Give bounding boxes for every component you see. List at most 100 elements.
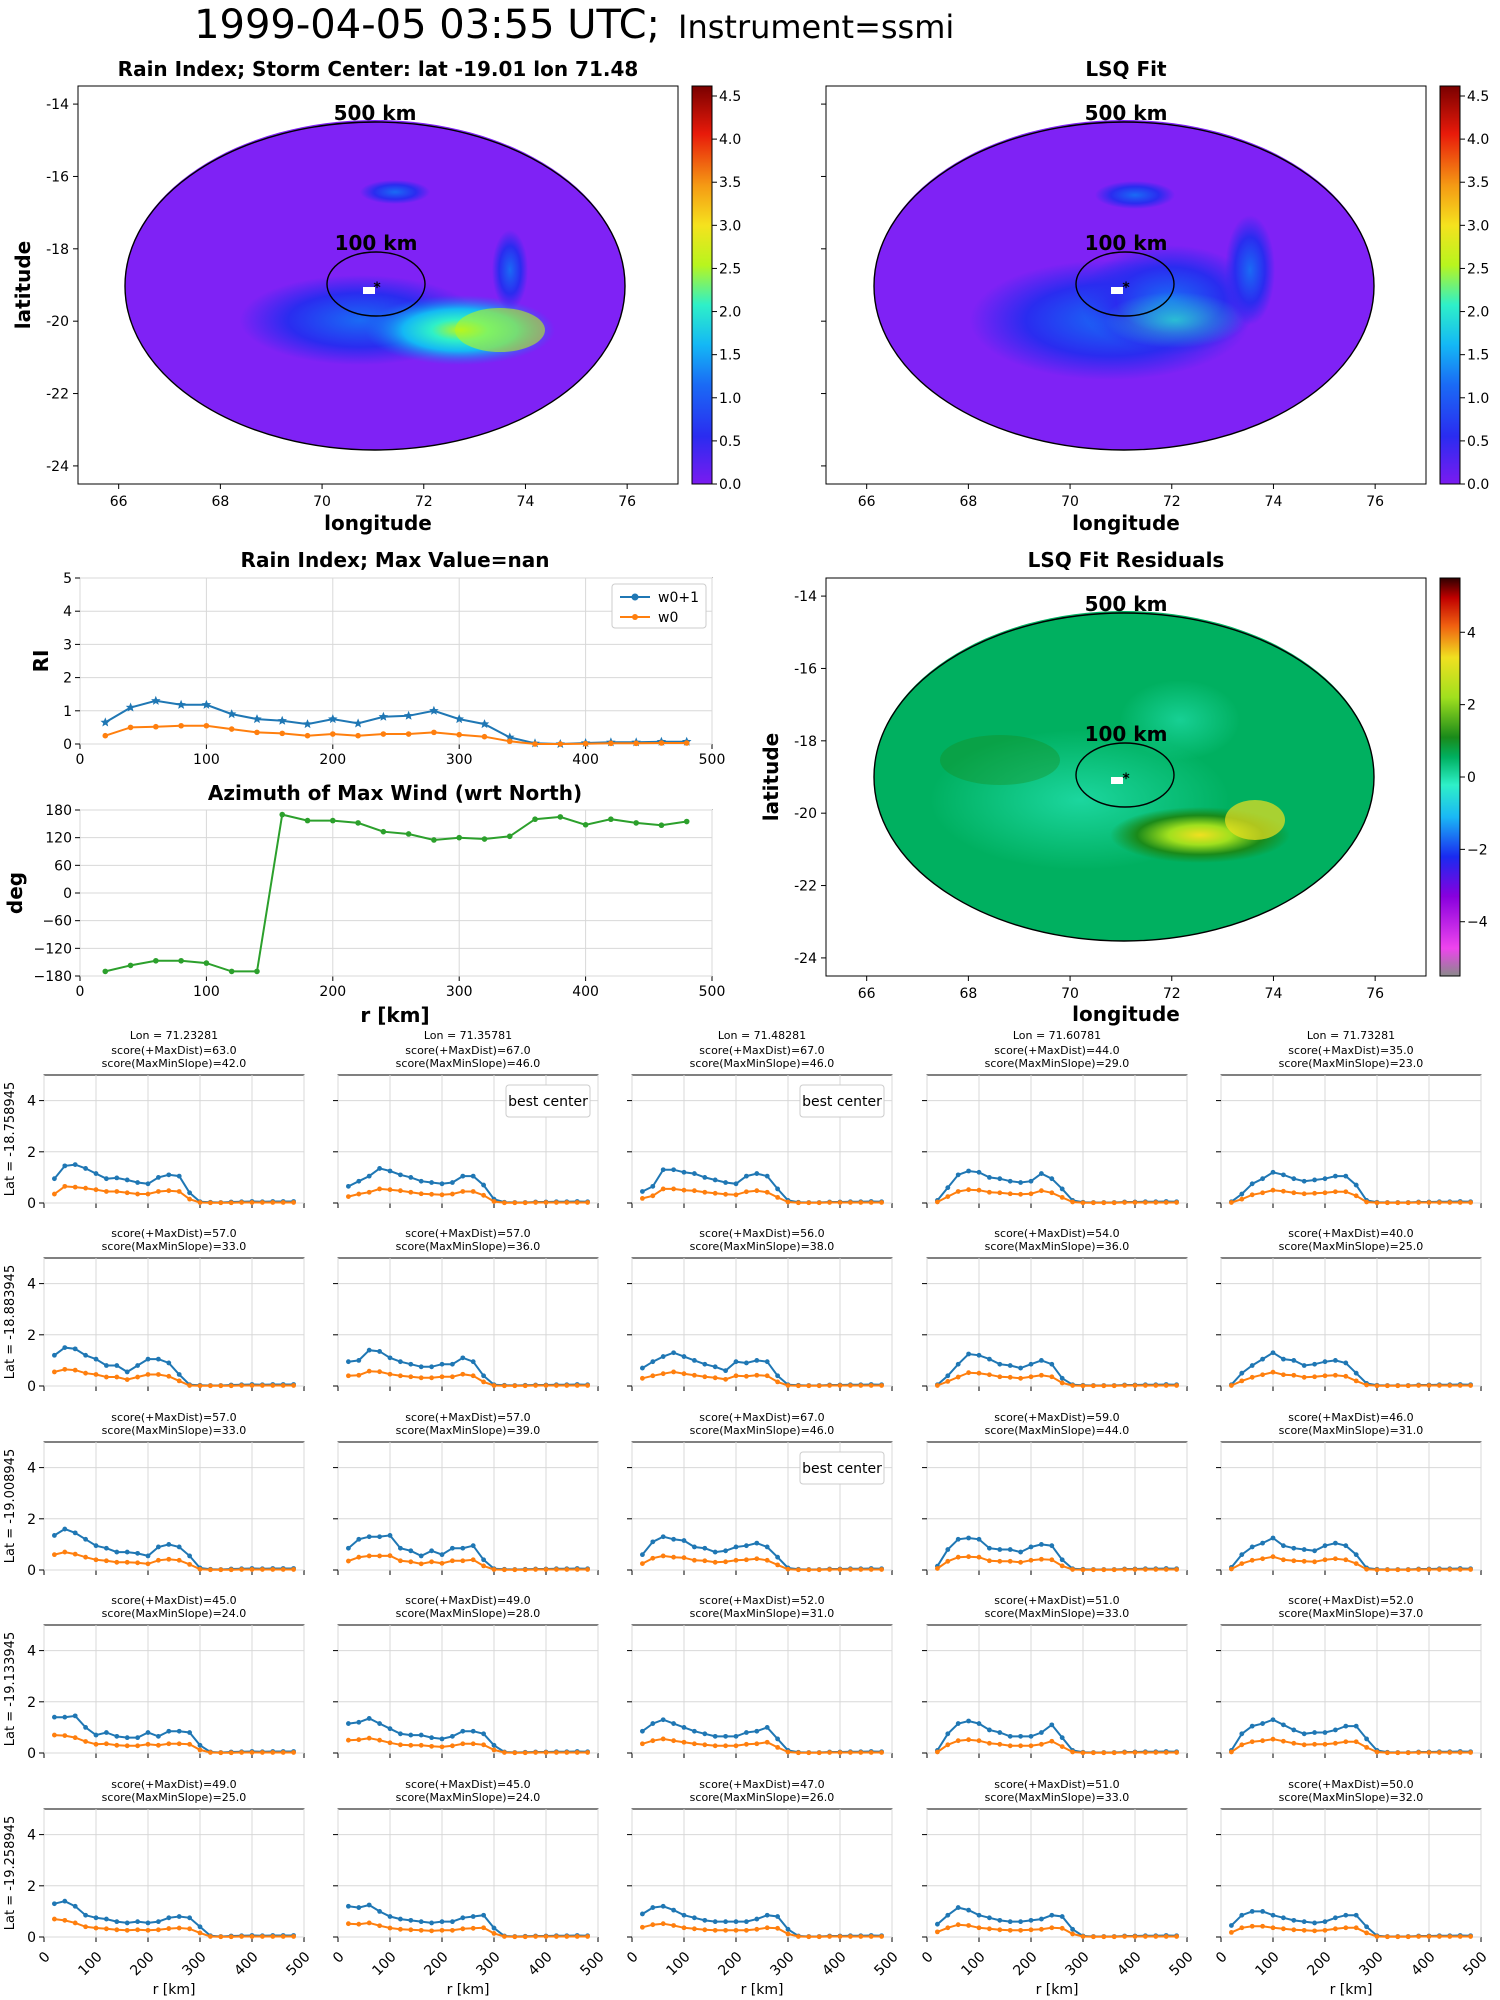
- series-w0-point: [1070, 1199, 1075, 1205]
- series-w0-point: [1343, 1739, 1349, 1745]
- series-w0-point: [640, 1924, 645, 1930]
- panel-score-maxdist: score(+MaxDist)=45.0: [111, 1594, 236, 1607]
- rain-index-field: [125, 120, 625, 450]
- series-w0plus1-point: [470, 1173, 476, 1179]
- series-w0plus1-point: [660, 1903, 666, 1909]
- series-w0plus1-point: [187, 1915, 193, 1921]
- series-w0plus1-point: [450, 1180, 455, 1185]
- xtick-label: 300: [1062, 1949, 1092, 1979]
- series-w0plus1-point: [429, 1180, 434, 1185]
- xtick-label: 66: [110, 494, 128, 510]
- panel-score-maxminslope: score(MaxMinSlope)=32.0: [1279, 1791, 1424, 1804]
- series-w0plus1-point: [62, 1345, 68, 1350]
- series-w0-point: [1281, 1557, 1286, 1563]
- series-w0plus1-point: [733, 1359, 739, 1365]
- series-w0-point: [1018, 1191, 1023, 1197]
- series-w0-point: [1405, 1750, 1411, 1756]
- ytick-label: 0: [27, 1196, 36, 1212]
- series-w0plus1-point: [1343, 1543, 1349, 1549]
- series-w0plus1-point: [72, 1346, 78, 1352]
- series-azimuth-point: [178, 957, 184, 964]
- series-w0-point: [764, 1739, 770, 1745]
- series-w0plus1-point: [377, 1721, 382, 1726]
- series-w0plus1-point: [176, 699, 186, 709]
- series-w0plus1-point: [62, 1163, 68, 1169]
- series-w0plus1-point: [1322, 1543, 1328, 1549]
- series-w0-point: [203, 722, 210, 729]
- series-w0-point: [439, 1560, 445, 1566]
- series-w0-point: [557, 741, 564, 747]
- series-azimuth-point: [153, 957, 159, 964]
- series-w0plus1-point: [660, 1167, 666, 1173]
- series-w0plus1-point: [1260, 1721, 1265, 1726]
- series-w0-point: [124, 1927, 130, 1933]
- colorbar-label: −2: [1467, 842, 1488, 858]
- series-w0-point: [377, 1186, 382, 1192]
- series-w0-point: [239, 1200, 245, 1205]
- xtick-label: 72: [1163, 494, 1181, 510]
- series-w0-point: [1153, 1934, 1159, 1939]
- series-w0plus1-point: [166, 1915, 172, 1921]
- series-azimuth-point: [254, 968, 260, 975]
- series-w0-point: [775, 1562, 780, 1568]
- series-w0plus1-point: [408, 1548, 414, 1554]
- ytick-label: -24: [794, 951, 817, 967]
- series-w0-point: [1343, 1925, 1349, 1931]
- xtick-label: 300: [1356, 1949, 1386, 1979]
- series-w0plus1-point: [166, 1728, 172, 1734]
- series-w0plus1-point: [72, 1162, 78, 1167]
- series-w0-point: [1291, 1372, 1297, 1378]
- series-w0-point: [1437, 1200, 1442, 1205]
- series-w0-point: [1291, 1558, 1297, 1564]
- panel-score-maxminslope: score(MaxMinSlope)=24.0: [102, 1607, 247, 1620]
- xtick-label: 300: [446, 984, 473, 1000]
- ytick-label: -18: [794, 734, 817, 750]
- panel-lon-label: Lon = 71.48281: [718, 1029, 806, 1042]
- lsq-residuals-map-yticks: -14 -16 -18 -20 -22 -24: [794, 589, 826, 967]
- xtick-label: 76: [618, 494, 636, 510]
- series-w0plus1-point: [955, 1172, 961, 1178]
- series-w0-point: [502, 1567, 507, 1573]
- series-w0-point: [1132, 1200, 1138, 1205]
- series-w0-point: [935, 1929, 940, 1935]
- series-w0-point: [681, 1925, 687, 1931]
- plot-area: [1220, 1624, 1482, 1754]
- series-w0plus1-point: [1333, 1727, 1338, 1733]
- series-azimuth-point: [380, 828, 387, 835]
- ytick-label: 4: [27, 1277, 36, 1293]
- series-w0plus1-point: [450, 1361, 455, 1367]
- series-w0plus1-point: [72, 1713, 78, 1719]
- series-w0-point: [1163, 1567, 1169, 1572]
- series-w0-point: [868, 1567, 874, 1572]
- series-w0-point: [124, 1190, 130, 1196]
- series-w0-point: [879, 1200, 884, 1205]
- series-azimuth-point: [683, 818, 690, 825]
- series-w0-point: [197, 1566, 203, 1572]
- series-w0-point: [1111, 1383, 1117, 1389]
- series-w0-point: [848, 1567, 853, 1572]
- plot-area: [43, 1074, 305, 1204]
- series-w0-point: [754, 1188, 760, 1194]
- series-w0plus1-point: [187, 1730, 193, 1735]
- series-w0-point: [1153, 1200, 1159, 1205]
- series-w0-point: [879, 1934, 884, 1939]
- plot-area: [337, 1808, 599, 1938]
- series-w0plus1-point: [650, 1721, 656, 1726]
- colorbar-label: 2.5: [1467, 261, 1489, 277]
- series-w0-point: [837, 1750, 843, 1755]
- series-w0plus1-point: [945, 1731, 951, 1737]
- series-w0-point: [346, 1194, 351, 1199]
- lsq-fit-map-yticks: [821, 103, 826, 467]
- plot-area: [337, 1441, 599, 1571]
- series-w0plus1-point: [723, 1368, 728, 1374]
- series-w0-point: [1153, 1750, 1159, 1755]
- series-w0plus1-point: [166, 1172, 172, 1178]
- series-w0plus1-point: [1343, 1360, 1349, 1366]
- series-w0-point: [744, 1557, 749, 1563]
- series-w0-point: [608, 740, 614, 747]
- series-w0plus1-point: [481, 1912, 486, 1918]
- series-w0-point: [1049, 1738, 1055, 1744]
- ring-100km-label: 100 km: [1085, 231, 1168, 255]
- series-w0-point: [398, 1742, 403, 1748]
- series-w0-point: [62, 1549, 68, 1555]
